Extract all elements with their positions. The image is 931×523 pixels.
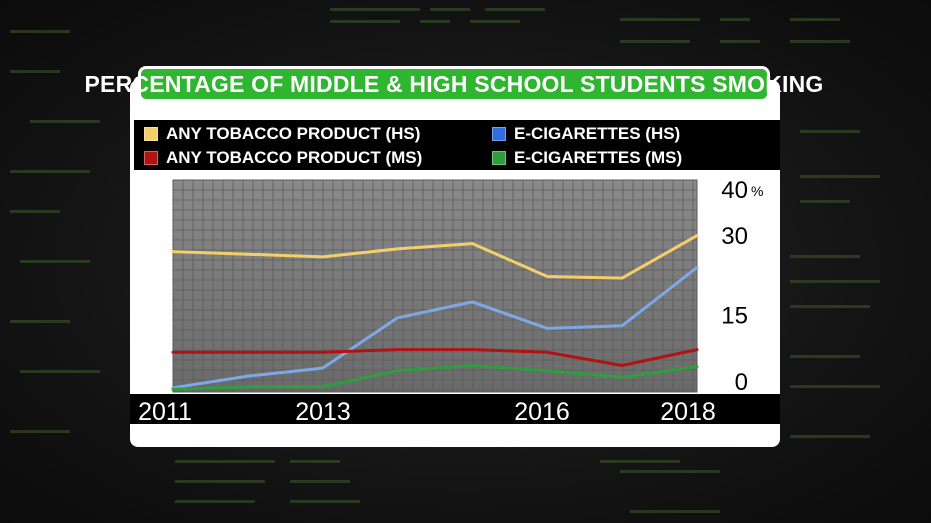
legend-label: ANY TOBACCO PRODUCT (HS): [166, 124, 421, 143]
y-tick-label: 30: [721, 223, 748, 250]
series-line-any-tobacco-product-hs: [171, 234, 699, 280]
x-tick-label: 2013: [295, 398, 351, 426]
legend-swatch-ecig-hs: [492, 127, 506, 141]
series-line-e-cigarettes-ms: [171, 364, 699, 391]
legend: ANY TOBACCO PRODUCT (HS) E-CIGARETTES (H…: [134, 120, 780, 170]
x-tick-label: 2016: [514, 398, 570, 426]
legend-label: E-CIGARETTES (HS): [514, 124, 681, 143]
legend-swatch-any-tobacco-hs: [144, 127, 158, 141]
legend-item-ecig-hs: E-CIGARETTES (HS): [492, 124, 680, 144]
y-tick-label: 40: [721, 177, 748, 204]
legend-item-ecig-ms: E-CIGARETTES (MS): [492, 148, 682, 168]
chart-title: PERCENTAGE OF MIDDLE & HIGH SCHOOL STUDE…: [85, 66, 823, 102]
series-line-any-tobacco-product-ms: [171, 348, 699, 367]
x-axis-band: [130, 394, 780, 424]
y-tick-label: 15: [721, 303, 748, 330]
y-tick-unit: %: [751, 183, 763, 199]
plot-area: [172, 179, 698, 393]
x-tick-label: 2011: [138, 398, 192, 426]
y-tick-label: 0: [735, 369, 748, 396]
legend-item-any-tobacco-ms: ANY TOBACCO PRODUCT (MS): [144, 148, 422, 168]
legend-label: E-CIGARETTES (MS): [514, 148, 683, 167]
series-line-e-cigarettes-hs: [171, 265, 699, 390]
legend-swatch-any-tobacco-ms: [144, 151, 158, 165]
x-tick-label: 2018: [660, 398, 716, 426]
legend-item-any-tobacco-hs: ANY TOBACCO PRODUCT (HS): [144, 124, 420, 144]
legend-label: ANY TOBACCO PRODUCT (MS): [166, 148, 423, 167]
legend-swatch-ecig-ms: [492, 151, 506, 165]
